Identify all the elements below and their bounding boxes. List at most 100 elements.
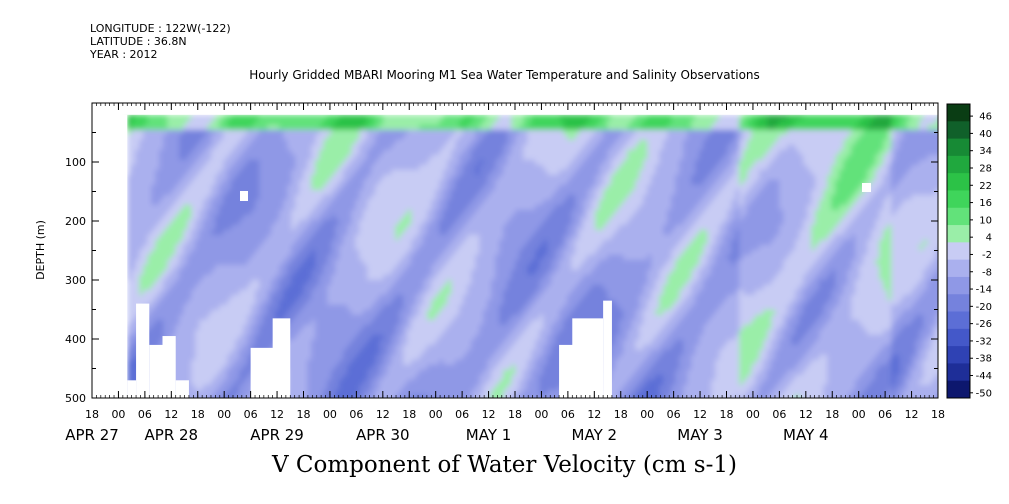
heatmap-cell	[159, 179, 164, 186]
heatmap-cell	[215, 229, 220, 236]
heatmap-cell	[347, 349, 352, 356]
heatmap-cell	[175, 144, 180, 151]
heatmap-cell	[463, 400, 468, 406]
heatmap-cell	[179, 134, 184, 141]
heatmap-cell	[219, 224, 224, 231]
heatmap-cell	[315, 239, 320, 246]
heatmap-cell	[207, 364, 212, 371]
heatmap-cell	[271, 184, 276, 191]
heatmap-cell	[451, 269, 456, 276]
heatmap-cell	[351, 134, 356, 141]
heatmap-cell	[359, 259, 364, 266]
heatmap-cell	[199, 349, 204, 356]
heatmap-cell	[259, 129, 264, 136]
heatmap-cell	[459, 319, 464, 326]
heatmap-cell	[379, 114, 384, 121]
heatmap-cell	[375, 204, 380, 211]
heatmap-cell	[431, 199, 436, 206]
heatmap-cell	[307, 144, 312, 151]
heatmap-cell	[211, 194, 216, 201]
heatmap-cell	[375, 369, 380, 376]
heatmap-cell	[347, 169, 352, 176]
heatmap-cell	[179, 349, 184, 356]
heatmap-cell	[295, 319, 300, 326]
heatmap-cell	[467, 400, 472, 406]
heatmap-cell	[167, 274, 172, 281]
heatmap-cell	[423, 124, 428, 131]
heatmap-cell	[127, 349, 132, 356]
heatmap-cell	[467, 344, 472, 351]
heatmap-cell	[251, 274, 256, 281]
heatmap-cell	[279, 204, 284, 211]
heatmap-cell	[423, 314, 428, 321]
heatmap-cell	[259, 184, 264, 191]
heatmap-cell	[163, 279, 168, 286]
heatmap-cell	[307, 369, 312, 376]
heatmap-cell	[187, 184, 192, 191]
heatmap-cell	[439, 374, 444, 381]
heatmap-cell	[155, 319, 160, 326]
heatmap-cell	[155, 199, 160, 206]
heatmap-cell	[175, 269, 180, 276]
heatmap-cell	[151, 314, 156, 321]
heatmap-cell	[331, 339, 336, 346]
heatmap-cell	[327, 139, 332, 146]
heatmap-cell	[363, 124, 368, 131]
heatmap-cell	[215, 319, 220, 326]
heatmap-cell	[219, 154, 224, 161]
heatmap-cell	[303, 359, 308, 366]
heatmap-cell	[419, 184, 424, 191]
heatmap-cell	[291, 299, 296, 306]
heatmap-cell	[383, 164, 388, 171]
heatmap-cell	[207, 209, 212, 216]
heatmap-cell	[383, 124, 388, 131]
heatmap-cell	[275, 269, 280, 276]
heatmap-cell	[419, 400, 424, 406]
heatmap-cell	[203, 364, 208, 371]
heatmap-cell	[439, 224, 444, 231]
heatmap-cell	[335, 279, 340, 286]
heatmap-cell	[447, 369, 452, 376]
heatmap-cell	[323, 184, 328, 191]
heatmap-cell	[351, 259, 356, 266]
heatmap-cell	[307, 134, 312, 141]
heatmap-cell	[379, 359, 384, 366]
heatmap-cell	[391, 359, 396, 366]
heatmap-cell	[223, 374, 228, 381]
heatmap-cell	[255, 309, 260, 316]
heatmap-cell	[227, 194, 232, 201]
heatmap-cell	[283, 184, 288, 191]
heatmap-cell	[191, 369, 196, 376]
heatmap-cell	[187, 354, 192, 361]
heatmap-cell	[347, 379, 352, 386]
heatmap-cell	[179, 234, 184, 241]
heatmap-cell	[235, 134, 240, 141]
heatmap-cell	[155, 229, 160, 236]
heatmap-cell	[431, 164, 436, 171]
heatmap-cell	[391, 214, 396, 221]
heatmap-cell	[227, 139, 232, 146]
heatmap-cell	[447, 274, 452, 281]
heatmap-cell	[451, 174, 456, 181]
heatmap-cell	[311, 319, 316, 326]
heatmap-cell	[455, 199, 460, 206]
heatmap-cell	[255, 114, 260, 121]
heatmap-cell	[439, 329, 444, 336]
heatmap-cell	[411, 224, 416, 231]
heatmap-cell	[295, 249, 300, 256]
heatmap-cell	[287, 134, 292, 141]
heatmap-cell	[403, 259, 408, 266]
heatmap-cell	[183, 219, 188, 226]
heatmap-cell	[375, 379, 380, 386]
heatmap-cell	[467, 194, 472, 201]
heatmap-cell	[171, 129, 176, 136]
heatmap-cell	[163, 314, 168, 321]
heatmap-cell	[167, 114, 172, 121]
heatmap-cell	[315, 259, 320, 266]
heatmap-cell	[195, 184, 200, 191]
heatmap-cell	[255, 174, 260, 181]
heatmap-cell	[207, 224, 212, 231]
heatmap-cell	[127, 254, 132, 261]
heatmap-cell	[295, 400, 300, 406]
heatmap-cell	[399, 169, 404, 176]
